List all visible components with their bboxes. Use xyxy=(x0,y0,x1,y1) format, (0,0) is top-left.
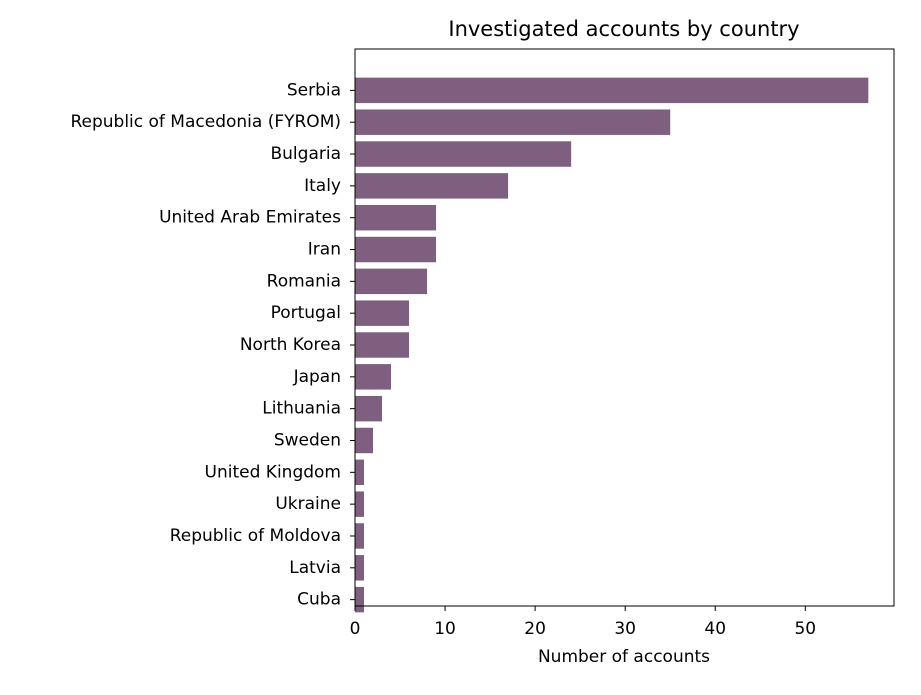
x-tick-label: 40 xyxy=(704,619,726,639)
bar xyxy=(355,427,374,454)
y-tick-label: North Korea xyxy=(240,335,341,355)
y-tick-label: Portugal xyxy=(271,303,341,323)
y-tick-label: United Kingdom xyxy=(205,462,341,482)
bar xyxy=(355,236,437,263)
y-tick-label: Bulgaria xyxy=(271,144,342,164)
x-tick-label: 30 xyxy=(614,619,636,639)
y-tick-label: Sweden xyxy=(274,430,341,450)
plot-frame xyxy=(354,48,895,607)
bar xyxy=(355,109,671,135)
bar xyxy=(355,77,869,104)
y-tick-label: Lithuania xyxy=(262,399,341,419)
bar xyxy=(355,141,572,167)
bar xyxy=(355,300,410,326)
chart-title: Investigated accounts by country xyxy=(448,17,799,41)
bar xyxy=(355,395,383,422)
x-tick-label: 20 xyxy=(524,619,546,639)
y-tick-label: Cuba xyxy=(297,590,341,610)
y-tick-label: United Arab Emirates xyxy=(159,208,341,228)
bar xyxy=(355,268,428,295)
bar xyxy=(355,204,437,231)
y-tick-label: Romania xyxy=(267,271,341,291)
y-tick-label: Ukraine xyxy=(275,494,341,514)
x-tick-label: 10 xyxy=(434,619,456,639)
bar xyxy=(355,332,410,358)
y-tick-label: Republic of Macedonia (FYROM) xyxy=(70,112,341,132)
x-tick-label: 0 xyxy=(350,619,361,639)
bar xyxy=(355,459,365,486)
bar xyxy=(355,586,365,613)
y-tick-label: Iran xyxy=(308,240,341,260)
x-tick-label: 50 xyxy=(794,619,816,639)
y-tick-label: Republic of Moldova xyxy=(170,526,341,546)
bar xyxy=(355,173,509,199)
y-tick-label: Serbia xyxy=(287,80,341,100)
x-axis-label: Number of accounts xyxy=(538,647,710,667)
y-tick-label: Italy xyxy=(304,176,341,196)
y-tick-label: Latvia xyxy=(289,558,341,578)
bar xyxy=(355,364,392,390)
bar xyxy=(355,555,365,581)
bar xyxy=(355,491,365,517)
bar xyxy=(355,523,365,549)
y-tick-label: Japan xyxy=(293,367,341,387)
